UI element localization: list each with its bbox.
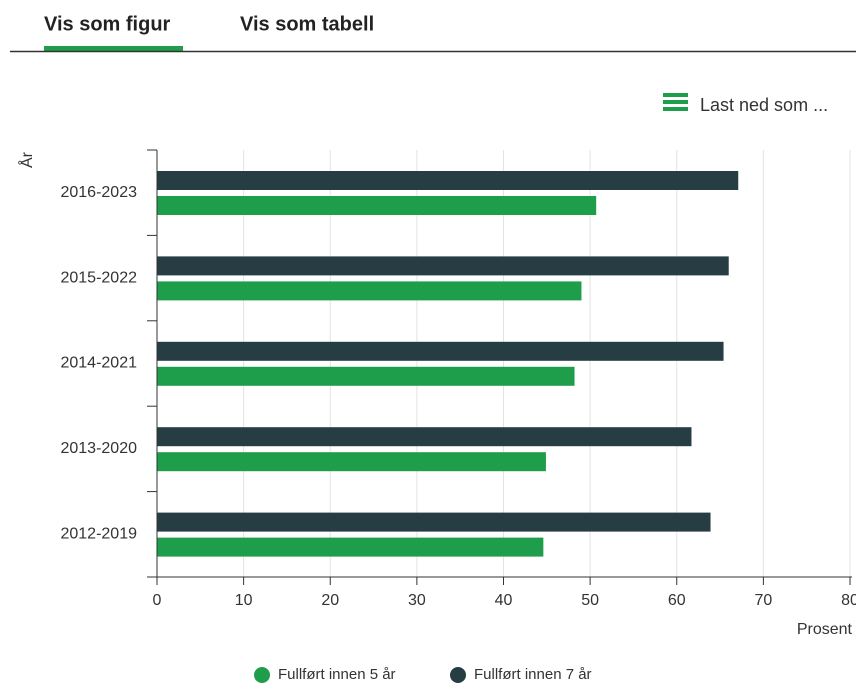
- x-tick-label: 20: [321, 592, 339, 609]
- x-tick-label: 70: [754, 592, 772, 609]
- x-tick-label: 40: [495, 592, 513, 609]
- menu-icon-line: [663, 93, 688, 97]
- tab-figure[interactable]: Vis som figur: [44, 13, 171, 35]
- bar: [157, 512, 711, 532]
- bar: [157, 427, 692, 447]
- y-tick-label: 2014-2021: [60, 355, 137, 372]
- tab-table[interactable]: Vis som tabell: [240, 13, 374, 35]
- legend-swatch: [254, 667, 270, 683]
- download-menu[interactable]: Last ned som ...: [663, 93, 828, 115]
- download-label[interactable]: Last ned som ...: [700, 95, 828, 115]
- bar: [157, 281, 582, 301]
- x-tick-label: 60: [668, 592, 686, 609]
- legend-swatch: [450, 667, 466, 683]
- y-tick-label: 2015-2022: [60, 269, 137, 286]
- y-tick-label: 2016-2023: [60, 184, 137, 201]
- y-tick-label: 2013-2020: [60, 440, 137, 457]
- x-tick-label: 50: [581, 592, 599, 609]
- active-tab-underline: [44, 46, 183, 51]
- bar: [157, 452, 546, 472]
- menu-icon-line: [663, 107, 688, 111]
- x-tick-label: 10: [235, 592, 253, 609]
- y-tick-label: 2012-2019: [60, 526, 137, 543]
- bar: [157, 537, 544, 557]
- x-tick-label: 80: [841, 592, 856, 609]
- bar: [157, 341, 724, 361]
- menu-icon-line: [663, 100, 688, 104]
- x-axis-title: Prosent: [797, 621, 853, 638]
- bar: [157, 256, 729, 276]
- x-tick-label: 30: [408, 592, 426, 609]
- legend-label: Fullført innen 5 år: [278, 666, 396, 683]
- y-axis-title: År: [17, 151, 36, 168]
- bar: [157, 366, 575, 386]
- x-tick-label: 0: [153, 592, 162, 609]
- bar: [157, 196, 597, 215]
- bar: [157, 171, 739, 190]
- legend-label: Fullført innen 7 år: [474, 666, 592, 683]
